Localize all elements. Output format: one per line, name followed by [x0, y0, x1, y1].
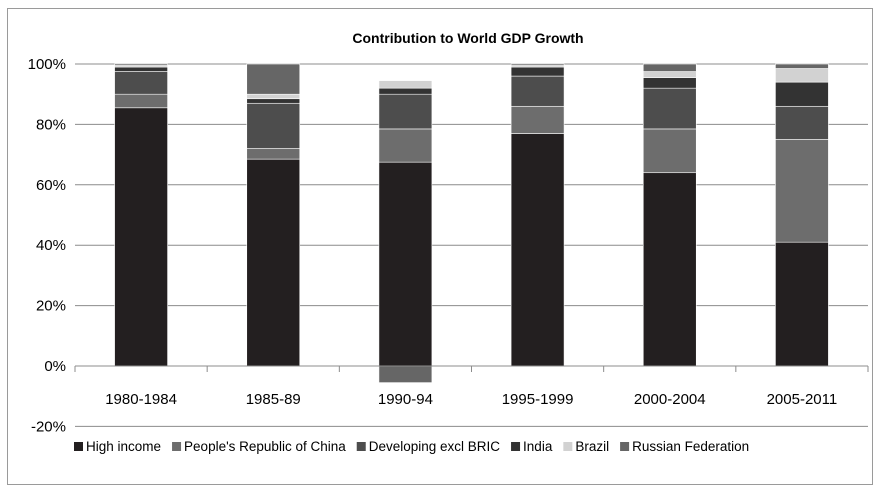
bar-segment: [246, 93, 301, 100]
bar-segment: [114, 107, 168, 367]
bar-segment: [114, 71, 168, 95]
chart-title: Contribution to World GDP Growth: [352, 30, 583, 46]
x-axis: [74, 365, 869, 372]
bar-segment: [642, 87, 697, 130]
bars: [114, 63, 829, 383]
x-tick-label: 1985-89: [246, 391, 301, 408]
y-tick-label: 100%: [28, 56, 66, 73]
legend-swatch: [172, 442, 182, 451]
x-tick-label: 1990-94: [378, 391, 433, 408]
bar-segment: [378, 365, 433, 383]
y-tick-label: 60%: [36, 177, 66, 194]
legend-entry: Brazil: [575, 439, 609, 454]
legend-entry: People's Republic of China: [184, 439, 346, 454]
x-axis-ticks: 1980-1984 1985-89 1990-94 1995-1999 2000-200…: [105, 391, 837, 408]
bar-segment: [378, 161, 433, 367]
x-tick-label: 1995-1999: [502, 391, 574, 408]
bar-segment: [246, 158, 301, 367]
bar-segment: [114, 63, 168, 66]
legend-swatch: [74, 442, 83, 451]
gridlines: [75, 63, 868, 427]
x-tick-label: 2005-2011: [767, 391, 838, 408]
legend-swatch: [511, 442, 521, 451]
bar-segment: [246, 98, 301, 104]
legend-entry: Russian Federation: [632, 439, 749, 454]
bar-segment: [775, 68, 829, 83]
bar-segment: [775, 105, 829, 140]
y-tick-label: 40%: [36, 237, 66, 254]
y-tick-label: 20%: [36, 298, 66, 315]
bar-segment: [246, 102, 301, 149]
y-tick-label: 0%: [44, 358, 66, 375]
bar-segment: [378, 128, 433, 163]
x-tick-label: 2000-2004: [634, 391, 706, 408]
bar-segment: [510, 75, 565, 107]
legend-entry: Developing excl BRIC: [369, 439, 501, 454]
legend-swatch: [620, 442, 630, 451]
bar-segment: [378, 87, 433, 95]
bar-segment: [642, 172, 697, 367]
legend-swatch: [356, 442, 366, 451]
y-tick-label: 80%: [36, 116, 66, 133]
bar-segment: [246, 148, 301, 160]
bar-segment: [114, 93, 168, 109]
bar-segment: [510, 63, 565, 66]
bar-segment: [775, 81, 829, 107]
bar-segment: [775, 139, 829, 243]
x-tick-label: 1980-1984: [105, 391, 177, 408]
bar-segment: [775, 241, 829, 367]
bar-segment: [510, 66, 565, 77]
bar-segment: [775, 63, 829, 69]
legend-swatch: [563, 442, 573, 451]
bar-segment: [378, 80, 433, 89]
bar-segment: [642, 128, 697, 174]
bar-segment: [642, 63, 697, 72]
bar-segment: [642, 71, 697, 78]
bar-segment: [642, 77, 697, 89]
bar-segment: [114, 66, 168, 72]
legend-entry: High income: [86, 439, 161, 454]
y-tick-label: -20%: [31, 418, 66, 435]
bar-segment: [378, 93, 433, 130]
y-axis-ticks: -20% 0% 20% 40% 60% 80% 100%: [28, 56, 66, 435]
bar-segment: [510, 105, 565, 134]
bar-segment: [510, 133, 565, 367]
legend: High income People's Republic of China Dev…: [74, 439, 749, 454]
bar-segment: [246, 63, 301, 95]
legend-entry: India: [523, 439, 553, 454]
